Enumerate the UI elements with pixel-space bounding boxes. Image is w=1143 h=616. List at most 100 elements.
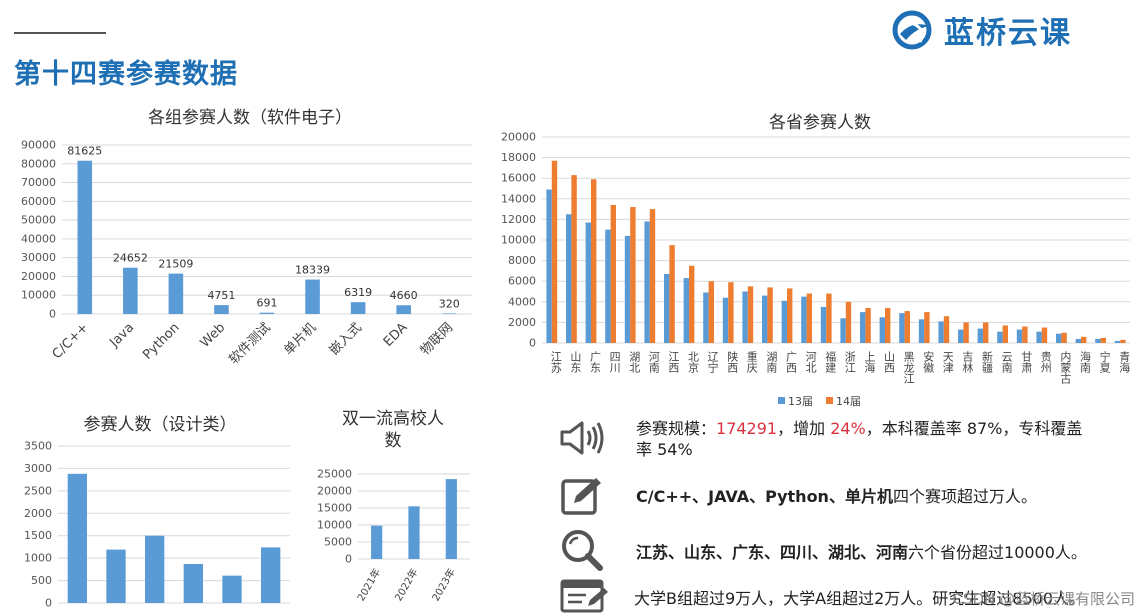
bar bbox=[610, 204, 616, 343]
category-label: Java bbox=[106, 320, 137, 351]
bullet-groups: 大学B组超过9万人，大学A组超过2万人。研究生超过8500人。 bbox=[560, 578, 1140, 614]
tracks-bold: C/C++、JAVA、Python、单片机 bbox=[636, 487, 893, 506]
bar bbox=[649, 209, 656, 343]
category-label: 安徽 bbox=[922, 350, 935, 374]
bar bbox=[997, 331, 1003, 343]
bar bbox=[566, 214, 572, 343]
bar bbox=[801, 296, 807, 343]
y-tick-label: 12000 bbox=[501, 213, 536, 226]
y-tick-label: 1500 bbox=[24, 529, 52, 542]
category-label: 海南 bbox=[1079, 350, 1092, 373]
bar bbox=[669, 245, 675, 343]
provinces-rest: 六个省份超过10000人。 bbox=[908, 543, 1087, 562]
bar bbox=[781, 300, 787, 343]
legend-swatch bbox=[778, 397, 785, 404]
groups-text: 大学B组超过9万人，大学A组超过2万人。研究生超过8500人。 bbox=[634, 589, 1086, 608]
bar bbox=[1056, 333, 1062, 343]
category-label: 湖北 bbox=[628, 351, 641, 373]
bar bbox=[106, 549, 126, 603]
bar bbox=[630, 207, 636, 343]
bar bbox=[371, 525, 383, 559]
category-label: 天津 bbox=[941, 351, 954, 373]
bar bbox=[585, 222, 591, 343]
category-label: 软件测试 bbox=[226, 320, 273, 367]
category-label: Python bbox=[140, 320, 182, 362]
category-label: 甘肃 bbox=[1020, 351, 1033, 374]
bar bbox=[624, 235, 631, 343]
top-divider bbox=[14, 32, 106, 34]
y-tick-label: 30000 bbox=[21, 251, 56, 264]
bar bbox=[396, 305, 411, 314]
category-label: 2021年 bbox=[354, 566, 383, 603]
data-label: 81625 bbox=[67, 145, 102, 158]
bar bbox=[703, 292, 709, 343]
category-label: 贵州 bbox=[1039, 351, 1052, 373]
bullet-provinces: 江苏、山东、广东、四川、湖北、河南六个省份超过10000人。 bbox=[560, 528, 1140, 572]
data-label: 21509 bbox=[158, 258, 193, 271]
design-chart-title: 参赛人数（设计类） bbox=[83, 415, 237, 435]
scale-text: 参赛规模：174291，增加 24%，本科覆盖率 87%，专科覆盖率 54% bbox=[636, 418, 1088, 460]
provinces-bar-chart: 0 2000 4000 6000 8000 10000 12000 14000 16000 180… bbox=[501, 131, 1131, 409]
data-label: 4660 bbox=[390, 289, 418, 302]
y-tick-label: 15000 bbox=[317, 502, 352, 515]
category-label: 宁夏 bbox=[1098, 350, 1111, 373]
y-tick-label: 6000 bbox=[508, 275, 536, 288]
category-label: 河南 bbox=[647, 351, 660, 373]
category-label: 湖南 bbox=[765, 351, 778, 373]
y-tick-label: 14000 bbox=[501, 192, 536, 205]
bar bbox=[918, 319, 925, 343]
legend-label: 14届 bbox=[836, 395, 861, 408]
provinces-bold: 江苏、山东、广东、四川、湖北、河南 bbox=[636, 543, 909, 562]
bar bbox=[938, 321, 944, 343]
y-tick-label: 5000 bbox=[324, 536, 352, 549]
bar bbox=[305, 279, 320, 314]
bar bbox=[1114, 340, 1121, 343]
y-tick-label: 20000 bbox=[317, 485, 352, 498]
bar bbox=[77, 160, 93, 314]
magnifier-icon bbox=[562, 530, 603, 571]
y-tick-label: 3500 bbox=[24, 440, 52, 453]
bar bbox=[664, 273, 670, 343]
bar bbox=[591, 179, 597, 343]
bullet-scale: 参赛规模：174291，增加 24%，本科覆盖率 87%，专科覆盖率 54% bbox=[558, 418, 1098, 460]
bar bbox=[767, 287, 773, 343]
bar bbox=[1036, 331, 1042, 343]
bar bbox=[445, 479, 457, 559]
y-tick-label: 70000 bbox=[21, 176, 56, 189]
legend-swatch bbox=[826, 397, 833, 404]
bar bbox=[860, 312, 866, 343]
bar bbox=[722, 297, 729, 343]
bar bbox=[820, 306, 827, 343]
design-bar-chart: 0 500 1000 1500 2000 2500 3000 3500 bbox=[24, 440, 290, 610]
bar bbox=[67, 473, 87, 603]
bar bbox=[879, 317, 885, 343]
tracks-text: C/C++、JAVA、Python、单片机四个赛项超过万人。 bbox=[636, 486, 1037, 507]
y-tick-label: 2000 bbox=[508, 316, 536, 329]
bar bbox=[546, 189, 552, 343]
category-label: 青海 bbox=[1118, 351, 1131, 374]
bar bbox=[924, 312, 930, 343]
bar bbox=[885, 307, 891, 343]
category-label: 吉林 bbox=[961, 351, 974, 373]
bar bbox=[742, 291, 748, 343]
data-label: 4751 bbox=[207, 289, 235, 302]
legend-label: 13届 bbox=[788, 395, 813, 408]
bar bbox=[1002, 325, 1008, 343]
bar bbox=[899, 313, 905, 343]
category-label: 北京 bbox=[687, 351, 700, 374]
data-label: 6319 bbox=[344, 286, 372, 299]
bar bbox=[1041, 327, 1048, 343]
category-label: 江苏 bbox=[549, 351, 562, 374]
category-label: 新疆 bbox=[981, 350, 994, 373]
provinces-chart-title: 各省参赛人数 bbox=[769, 113, 871, 133]
watermark: CSDN @蓝桥云课有限公司 bbox=[952, 590, 1135, 608]
y-tick-label: 18000 bbox=[501, 151, 536, 164]
bar bbox=[1016, 329, 1023, 343]
category-label: 2022年 bbox=[392, 566, 421, 603]
category-label: 内蒙古 bbox=[1059, 350, 1072, 384]
category-label: 物联网 bbox=[418, 320, 456, 358]
category-label: 四川 bbox=[608, 351, 621, 373]
y-tick-label: 10000 bbox=[317, 519, 352, 532]
bar bbox=[708, 281, 714, 343]
y-tick-label: 60000 bbox=[21, 195, 56, 208]
